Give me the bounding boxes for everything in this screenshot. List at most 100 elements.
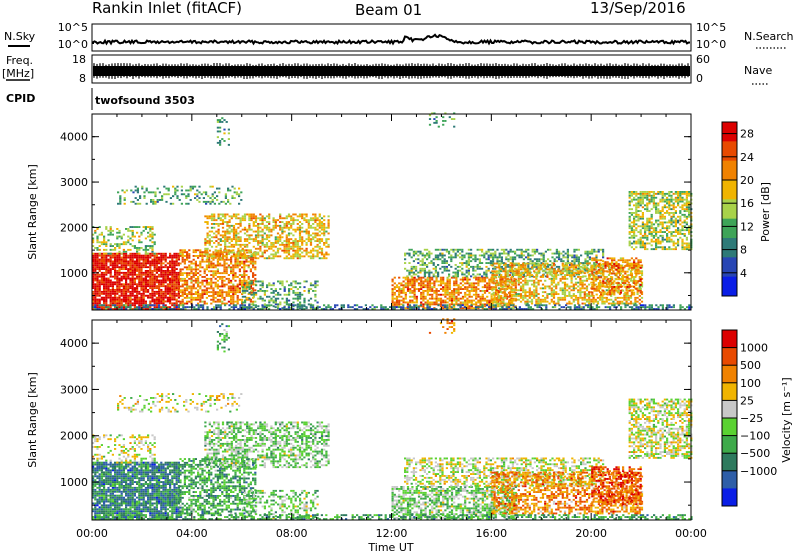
scatter-cell (265, 215, 269, 218)
scatter-cell (103, 287, 106, 289)
scatter-cell (318, 245, 321, 248)
scatter-cell (522, 291, 525, 294)
scatter-cell (406, 290, 410, 292)
scatter-cell (259, 234, 262, 237)
scatter-cell (426, 254, 429, 257)
scatter-cell (111, 302, 114, 305)
scatter-cell (571, 256, 574, 259)
scatter-cell (181, 298, 184, 301)
scatter-cell (177, 285, 180, 288)
scatter-cell (177, 252, 180, 255)
scatter-cell (411, 301, 414, 304)
scatter-cell (96, 290, 99, 293)
scatter-cell (488, 303, 491, 306)
scatter-cell (443, 265, 446, 268)
scatter-cell (272, 305, 275, 308)
scatter-cell (314, 280, 317, 283)
scatter-cell (120, 277, 123, 280)
scatter-cell (238, 193, 241, 196)
scatter-cell (290, 284, 293, 287)
scatter-cell (150, 199, 153, 201)
scatter-cell (131, 245, 134, 247)
scatter-cell (497, 293, 500, 296)
scatter-cell (568, 274, 571, 276)
scatter-cell (178, 199, 181, 201)
scatter-cell (479, 290, 482, 292)
scatter-cell (169, 260, 172, 263)
scatter-cell (210, 291, 213, 294)
scatter-cell (156, 187, 159, 190)
scatter-cell (136, 296, 139, 299)
scatter-cell (485, 269, 488, 272)
scatter-cell (493, 270, 496, 273)
scatter-cell (175, 264, 178, 267)
scatter-cell (579, 272, 582, 275)
scatter-cell (497, 305, 500, 308)
scatter-cell (232, 287, 235, 290)
scatter-cell (149, 266, 152, 269)
scatter-cell (553, 252, 556, 255)
scatter-cell (234, 287, 237, 290)
scatter-cell (216, 285, 219, 288)
scatter-cell (235, 234, 238, 237)
scatter-cell (219, 219, 222, 222)
scatter-cell (241, 253, 244, 255)
scatter-cell (546, 276, 549, 278)
scatter-cell (410, 265, 413, 268)
scatter-cell (579, 279, 582, 282)
scatter-cell (261, 219, 264, 222)
scatter-cell (259, 242, 262, 244)
scatter-cell (444, 288, 447, 290)
scatter-cell (228, 249, 231, 252)
scatter-cell (166, 271, 169, 274)
scatter-cell (208, 264, 211, 267)
scatter-cell (285, 303, 288, 306)
scatter-cell (459, 307, 462, 310)
scatter-cell (140, 258, 143, 261)
scatter-cell (136, 258, 139, 261)
scatter-cell (450, 260, 453, 263)
scatter-cell (217, 242, 220, 244)
scatter-cell (219, 247, 222, 250)
scatter-cell (420, 301, 423, 304)
scatter-cell (544, 262, 547, 265)
scatter-cell (467, 273, 470, 276)
scatter-cell (232, 296, 235, 299)
scatter-cell (92, 256, 95, 259)
scatter-cell (103, 260, 106, 263)
scatter-cell (147, 275, 150, 278)
scatter-cell (477, 295, 480, 298)
scatter-cell (434, 265, 437, 268)
scatter-cell (103, 262, 106, 265)
scatter-cell (232, 238, 236, 241)
scatter-cell (562, 250, 565, 253)
scatter-cell (287, 226, 291, 229)
scatter-cell (566, 277, 569, 280)
scatter-cell (320, 217, 324, 220)
scatter-cell (574, 281, 578, 284)
scatter-cell (265, 236, 269, 239)
scatter-cell (174, 189, 177, 192)
scatter-cell (243, 285, 246, 288)
scatter-cell (248, 255, 251, 258)
scatter-cell (411, 276, 414, 279)
scatter-cell (232, 253, 236, 256)
scatter-cell (246, 230, 249, 233)
scatter-cell (109, 281, 112, 284)
scatter-cell (176, 195, 179, 198)
scatter-cell (189, 185, 192, 188)
scatter-cell (442, 276, 445, 279)
scatter-cell (216, 276, 219, 278)
scatter-cell (268, 295, 271, 298)
scatter-cell (114, 268, 117, 270)
scatter-cell (517, 276, 520, 278)
scatter-cell (219, 243, 222, 246)
scatter-cell (169, 266, 172, 269)
scatter-cell (404, 286, 407, 289)
scatter-cell (185, 197, 188, 199)
scatter-cell (243, 272, 246, 275)
scatter-cell (492, 258, 495, 261)
scatter-cell (179, 277, 182, 280)
scatter-cell (190, 262, 193, 265)
scatter-cell (502, 302, 505, 305)
